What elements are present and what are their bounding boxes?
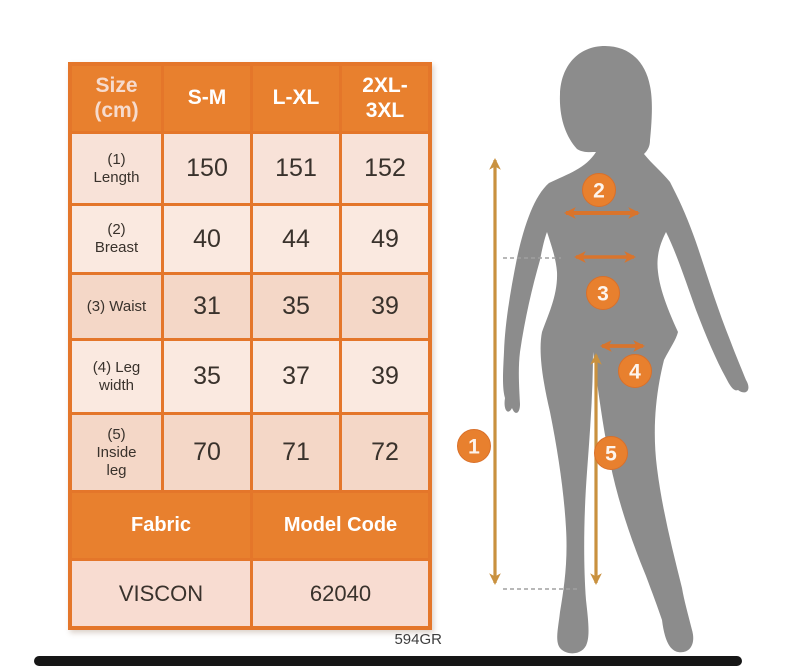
- leg-width-lxl: 37: [253, 341, 339, 412]
- inside-leg-2xl3xl: 72: [342, 415, 428, 490]
- marker-4: 4: [618, 354, 652, 388]
- row-label-waist: (3) Waist: [72, 275, 161, 338]
- length-lxl: 151: [253, 134, 339, 203]
- waist-sm: 31: [164, 275, 250, 338]
- inside-leg-sm: 70: [164, 415, 250, 490]
- fabric-value: VISCON: [72, 561, 250, 626]
- leg-width-2xl3xl: 39: [342, 341, 428, 412]
- row-label-line: Inside: [96, 443, 137, 461]
- marker-5-label: 5: [605, 443, 617, 466]
- bottom-bar: [34, 656, 742, 666]
- model-code-value: 62040: [253, 561, 428, 626]
- row-label-line: Length: [93, 168, 140, 186]
- product-code: 594GR: [394, 631, 442, 648]
- marker-1-label: 1: [468, 436, 480, 459]
- row-label-line: (3) Waist: [86, 297, 147, 315]
- row-label-line: (1): [107, 150, 126, 168]
- leg-width-sm: 35: [164, 341, 250, 412]
- row-label-leg-width: (4) Leg width: [72, 341, 161, 412]
- marker-4-label: 4: [629, 361, 641, 384]
- marker-2: 2: [582, 173, 616, 207]
- row-label-line: Breast: [94, 239, 139, 256]
- body-silhouette: [503, 46, 749, 654]
- row-label-line: leg: [106, 461, 127, 479]
- row-label-line: width: [98, 376, 135, 394]
- size-col-header-sm: S-M: [164, 66, 250, 131]
- waist-lxl: 35: [253, 275, 339, 338]
- breast-sm: 40: [164, 206, 250, 272]
- measurement-diagram: 1 2 3 4 5: [457, 46, 749, 654]
- model-code-header: Model Code: [253, 493, 428, 558]
- size-col-header-2xl3xl: 2XL-3XL: [342, 66, 428, 131]
- waist-2xl3xl: 39: [342, 275, 428, 338]
- length-2xl3xl: 152: [342, 134, 428, 203]
- row-label-breast: (2) Breast: [72, 206, 161, 272]
- row-label-inside-leg: (5) Inside leg: [72, 415, 161, 490]
- length-sm: 150: [164, 134, 250, 203]
- inside-leg-lxl: 71: [253, 415, 339, 490]
- fabric-header: Fabric: [72, 493, 250, 558]
- row-label-line: (4) Leg: [92, 358, 141, 376]
- marker-1: 1: [457, 429, 491, 463]
- marker-5: 5: [594, 436, 628, 470]
- size-col-header-lxl: L-XL: [253, 66, 339, 131]
- breast-lxl: 44: [253, 206, 339, 272]
- size-table-corner-header: Size (cm): [72, 66, 161, 131]
- row-label-line: (2): [107, 221, 126, 238]
- marker-3-label: 3: [597, 283, 609, 306]
- row-label-line: (5): [107, 425, 126, 443]
- row-label-length: (1) Length: [72, 134, 161, 203]
- marker-3: 3: [586, 276, 620, 310]
- breast-2xl3xl: 49: [342, 206, 428, 272]
- size-table: Size (cm) S-M L-XL 2XL-3XL (1) Length 15…: [68, 62, 432, 630]
- marker-2-label: 2: [593, 180, 605, 203]
